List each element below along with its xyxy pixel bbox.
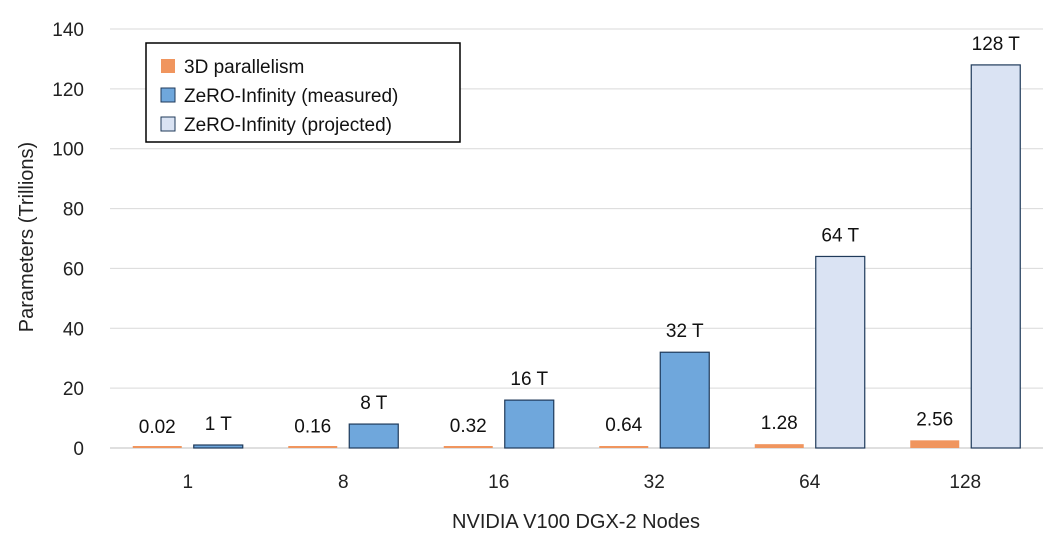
data-label: 128 T <box>972 34 1021 55</box>
y-tick-label: 60 <box>63 259 84 280</box>
bar-3d-parallelism-8 <box>288 446 338 448</box>
bar-zero-infinity-measured-16 <box>504 399 555 449</box>
x-tick-label: 32 <box>644 472 665 493</box>
data-label: 0.64 <box>605 415 642 436</box>
bar-3d-parallelism-128 <box>910 440 960 448</box>
data-label: 8 T <box>360 393 388 414</box>
legend-box <box>145 42 461 143</box>
data-label: 32 T <box>666 321 704 342</box>
legend-label-zero-infinity-projected: ZeRO-Infinity (projected) <box>184 115 392 136</box>
data-label: 2.56 <box>916 409 953 430</box>
data-label: 1.28 <box>761 413 798 434</box>
y-tick-label: 20 <box>63 379 84 400</box>
data-label: 0.16 <box>294 417 331 438</box>
x-tick-label: 128 <box>949 472 981 493</box>
y-tick-label: 140 <box>52 20 84 41</box>
data-label: 16 T <box>510 369 548 390</box>
y-tick-label: 0 <box>73 439 84 460</box>
bar-zero-infinity-measured-8 <box>348 423 399 449</box>
bar-3d-parallelism-32 <box>599 446 649 448</box>
bar-zero-infinity-measured-1 <box>193 444 244 449</box>
y-tick-label: 80 <box>63 200 84 221</box>
legend-swatch-3d-parallelism <box>161 59 175 73</box>
y-axis-title: Parameters (Trillions) <box>16 142 38 332</box>
tick-labels: 0 20 40 60 80 100 120 140 1 8 16 32 64 128 <box>52 20 981 493</box>
y-tick-label: 40 <box>63 319 84 340</box>
x-tick-label: 16 <box>488 472 509 493</box>
bar-3d-parallelism-1 <box>132 446 182 448</box>
bars <box>132 64 1021 449</box>
legend-label-3d-parallelism: 3D parallelism <box>184 57 304 78</box>
bar-zero-infinity-measured-32 <box>659 351 710 449</box>
data-label: 1 T <box>205 414 233 435</box>
legend-swatch-zero-infinity-projected <box>160 116 176 132</box>
x-tick-label: 8 <box>338 472 349 493</box>
x-tick-label: 64 <box>799 472 821 493</box>
bar-zero-infinity-projected-64 <box>815 255 866 449</box>
legend-swatch-zero-infinity-measured <box>160 87 176 103</box>
legend-label-zero-infinity-measured: ZeRO-Infinity (measured) <box>184 86 398 107</box>
data-label: 0.32 <box>450 416 487 437</box>
bar-3d-parallelism-64 <box>754 444 804 448</box>
data-label: 0.02 <box>139 417 176 438</box>
bar-zero-infinity-projected-128 <box>970 64 1021 449</box>
data-label: 64 T <box>821 225 859 246</box>
y-tick-label: 100 <box>52 140 84 161</box>
bar-3d-parallelism-16 <box>443 446 493 448</box>
x-tick-label: 1 <box>182 472 193 493</box>
y-tick-label: 120 <box>52 80 84 101</box>
legend: 3D parallelism ZeRO-Infinity (measured) … <box>145 42 461 143</box>
data-labels: 0.02 1 T 0.16 8 T 0.32 16 T 0.64 32 T 1.28 64 T 2.… <box>139 34 1021 438</box>
x-axis-title: NVIDIA V100 DGX-2 Nodes <box>452 511 700 533</box>
